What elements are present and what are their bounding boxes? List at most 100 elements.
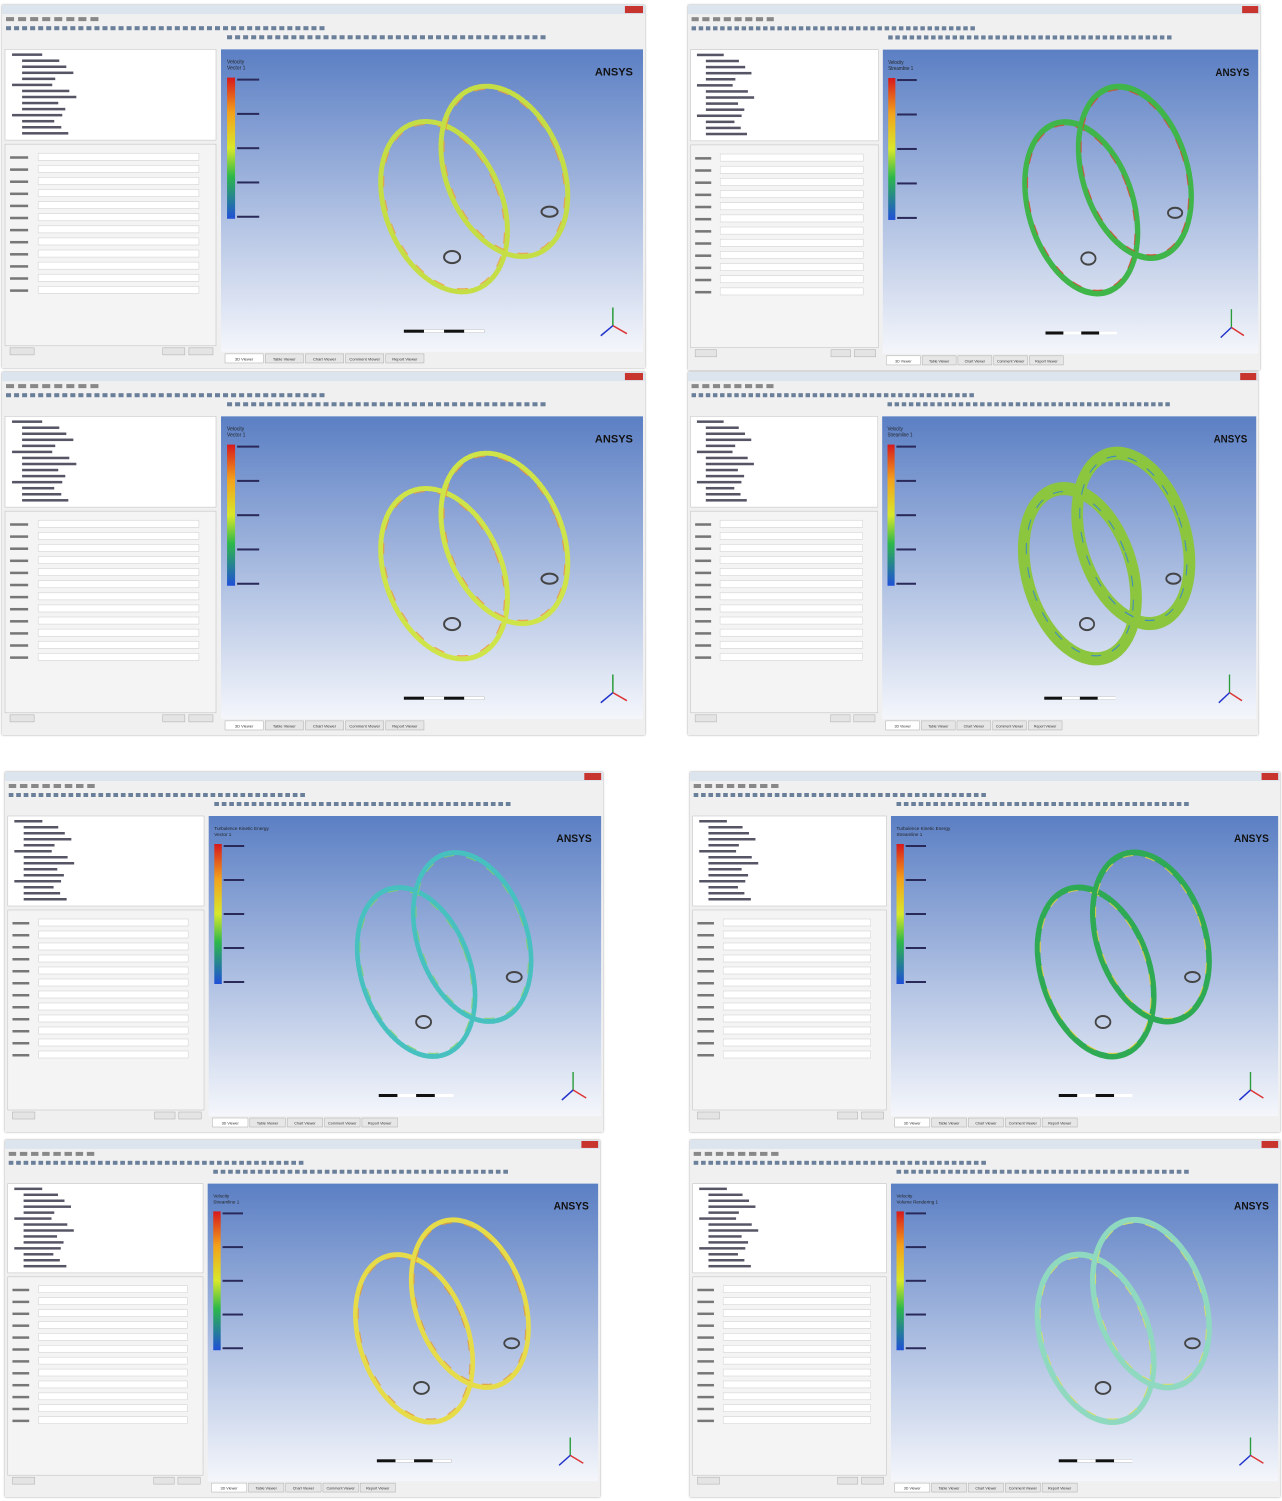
toolbar-icon[interactable] [94,26,100,31]
toolbar-icon[interactable] [789,793,795,797]
toolbar-icon[interactable] [748,393,754,398]
toolbar-icon[interactable] [987,402,992,407]
toolbar-icon[interactable] [120,1160,125,1165]
tree-item[interactable] [705,65,746,69]
toolbar-icon[interactable] [923,402,928,407]
toolbar-icon[interactable] [916,402,921,407]
toolbar-icon[interactable] [931,35,936,40]
toolbar-icon[interactable] [1080,1169,1086,1174]
tree-item[interactable] [705,90,748,93]
toolbar-icon[interactable] [60,1160,66,1165]
toolbar-icon[interactable] [698,393,704,398]
toolbar-icon[interactable] [1088,802,1093,806]
toolbar-icon[interactable] [691,384,699,389]
toolbar-icon[interactable] [951,793,957,797]
toolbar-icon[interactable] [488,1169,494,1174]
toolbar-icon[interactable] [919,393,925,398]
toolbar-icon[interactable] [1014,802,1020,806]
toolbar-icon[interactable] [705,26,711,31]
toolbar-icon[interactable] [476,35,482,40]
toolbar-icon[interactable] [955,802,961,806]
toolbar-icon[interactable] [741,393,746,398]
toolbar-icon[interactable] [235,1169,241,1174]
defaults-button[interactable] [188,347,214,356]
toolbar-icon[interactable] [38,26,44,31]
toolbar-icon[interactable] [920,26,925,31]
toolbar-icon[interactable] [1162,1169,1167,1174]
detail-field[interactable] [38,1297,188,1305]
tree-item[interactable] [705,474,745,478]
close-button[interactable] [1261,1140,1279,1148]
toolbar-icon[interactable] [1024,35,1029,40]
tree-item[interactable] [705,96,755,99]
toolbar-icon[interactable] [691,26,697,31]
detail-field[interactable] [38,1014,189,1023]
toolbar-icon[interactable] [64,784,73,788]
toolbar-icon[interactable] [715,793,721,797]
detail-field[interactable] [38,1368,188,1377]
toolbar-icon[interactable] [86,26,92,31]
toolbar-icon[interactable] [848,26,854,31]
toolbar-icon[interactable] [339,1169,345,1174]
toolbar-icon[interactable] [421,1169,427,1174]
toolbar-icon[interactable] [966,1160,972,1165]
toolbar-icon[interactable] [870,1160,876,1165]
tree-item[interactable] [705,438,752,442]
toolbar-icon[interactable] [958,402,964,407]
toolbar-icon[interactable] [302,1169,308,1174]
toolbar-icon[interactable] [333,802,339,806]
detail-field[interactable] [37,628,200,637]
toolbar-icon[interactable] [174,26,180,31]
toolbar-icon[interactable] [68,793,74,797]
toolbar-icon[interactable] [1087,402,1092,407]
toolbar-icon[interactable] [14,393,20,398]
toolbar-icon[interactable] [959,1160,964,1165]
tree-item[interactable] [23,1223,68,1226]
toolbar-icon[interactable] [46,26,52,31]
toolbar-icon[interactable] [251,402,257,407]
tree-item[interactable] [22,462,77,466]
tree-item[interactable] [708,1229,759,1232]
toolbar-icon[interactable] [841,1160,846,1165]
detail-field[interactable] [722,1050,871,1059]
detail-field[interactable] [719,275,864,284]
tree-item[interactable] [705,120,735,124]
toolbar-icon[interactable] [62,393,68,398]
toolbar-icon[interactable] [760,793,765,797]
toolbar-icon[interactable] [150,793,156,797]
toolbar-icon[interactable] [378,802,384,806]
toolbar-icon[interactable] [19,1151,28,1156]
toolbar-icon[interactable] [142,393,148,398]
toolbar-icon[interactable] [150,26,156,31]
toolbar-icon[interactable] [304,802,309,806]
toolbar-icon[interactable] [948,1169,953,1174]
toolbar-icon[interactable] [76,784,84,788]
toolbar-icon[interactable] [87,784,95,788]
toolbar-icon[interactable] [945,35,950,40]
toolbar-icon[interactable] [505,802,511,806]
tree-item[interactable] [14,1217,52,1220]
toolbar-icon[interactable] [841,393,846,398]
toolbar-icon[interactable] [362,1169,367,1174]
toolbar-icon[interactable] [1066,802,1071,806]
toolbar-icon[interactable] [532,402,538,407]
detail-field[interactable] [37,177,200,185]
toolbar-icon[interactable] [691,393,697,398]
apply-button[interactable] [9,714,35,723]
tree-item[interactable] [708,1235,742,1238]
toolbar-icon[interactable] [1058,402,1063,407]
toolbar-icon[interactable] [386,802,391,806]
tree-item[interactable] [705,126,741,130]
toolbar-icon[interactable] [912,393,917,398]
tree-item[interactable] [708,1193,743,1197]
toolbar-icon[interactable] [938,35,943,40]
toolbar-icon[interactable] [701,1160,706,1165]
toolbar-icon[interactable] [948,802,953,806]
detail-field[interactable] [38,1026,189,1035]
tree-item[interactable] [22,493,62,496]
toolbar-icon[interactable] [929,1160,935,1165]
toolbar-icon[interactable] [999,1169,1005,1174]
tree-item[interactable] [22,456,70,460]
toolbar-icon[interactable] [90,793,96,797]
toolbar-icon[interactable] [737,1151,746,1156]
